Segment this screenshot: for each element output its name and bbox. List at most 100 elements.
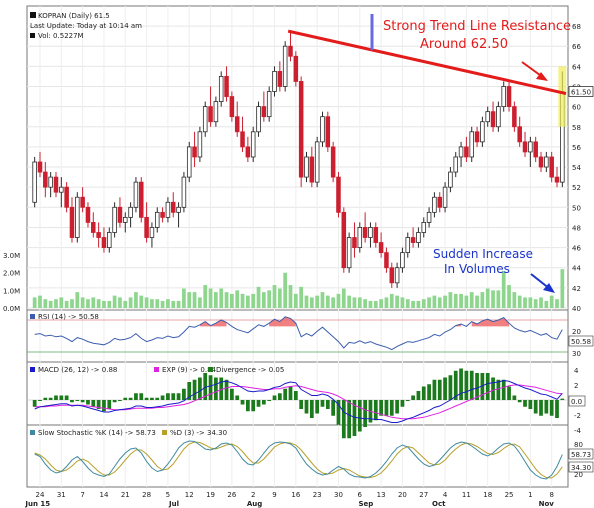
stoch-d-value-box (568, 461, 594, 473)
volume-bar (277, 288, 282, 308)
macd-tick-label: 2 (574, 382, 578, 390)
volume-bar (144, 297, 149, 308)
volume-bar (437, 297, 442, 308)
volume-bar (155, 299, 160, 308)
divergence-bar (192, 379, 197, 400)
volume-bar (128, 297, 133, 308)
divergence-bar (411, 395, 415, 400)
x-tick-label: 16 (291, 491, 300, 499)
divergence-bar (437, 379, 442, 400)
volume-bar (427, 297, 431, 308)
volume-bar (293, 293, 298, 308)
divergence-bar (96, 400, 101, 409)
volume-bar (501, 270, 506, 308)
macd-tick-label: 4 (574, 367, 579, 375)
divergence-bar (38, 400, 42, 401)
candle-body (96, 232, 101, 238)
x-tick-label: 6 (358, 491, 363, 499)
divergence-bar (86, 400, 90, 405)
price-tick-label: 56 (572, 144, 581, 152)
rsi-value: 50.58 (571, 338, 591, 346)
volume-bar (368, 300, 373, 308)
candle-body (229, 96, 235, 118)
candle-body (309, 156, 315, 183)
candle-body (282, 45, 288, 87)
month-label: Jul (168, 500, 179, 508)
volume-bar (416, 300, 421, 308)
candle-body (496, 106, 501, 128)
candle-body (48, 176, 53, 188)
volume-bar (288, 285, 293, 308)
divergence-bar (208, 375, 213, 400)
volume-bar (539, 297, 543, 308)
panel-frame (26, 309, 569, 363)
volume-bar (267, 290, 272, 308)
candle-body (522, 141, 528, 153)
volume-bar (251, 293, 256, 308)
x-tick-label: 2 (251, 491, 255, 499)
trend-annotation-line2: Around 62.50 (420, 37, 508, 52)
x-tick-label: 11 (462, 491, 471, 499)
candle-body (304, 156, 309, 178)
volume-bar (38, 295, 42, 308)
rsi-label: RSI (14) -> 50.58 (38, 313, 99, 321)
candle-body (117, 206, 123, 223)
candle-body (400, 252, 405, 269)
divergence-bar (288, 386, 293, 400)
x-tick-label: 7 (80, 491, 84, 499)
divergence-bar (261, 400, 266, 405)
stoch-tick-label: 20 (574, 471, 583, 479)
last-price-box (568, 86, 594, 97)
divergence-bar (373, 400, 378, 421)
candle-body (224, 76, 229, 97)
candle-body (405, 237, 411, 254)
volume-bar (341, 288, 346, 308)
volume-bar (203, 285, 208, 308)
price-tick-label: 64 (572, 63, 581, 71)
divergence-bar (363, 400, 367, 427)
volume-bar (112, 295, 117, 308)
divergence-label: Divergence -> 0.05 (216, 366, 284, 374)
volume-bar (240, 293, 245, 308)
divergence-bar (54, 395, 58, 400)
volume-bar (166, 299, 170, 308)
stoch-d-legend-swatch (162, 430, 167, 435)
volume-bar (432, 295, 437, 308)
rsi-overbought-fill (269, 316, 296, 327)
divergence-bar (245, 400, 250, 412)
volume-bar (80, 297, 85, 308)
candle-body (75, 196, 80, 238)
divergence-bar (150, 397, 154, 400)
candle-body (245, 146, 251, 158)
volume-bar (443, 295, 447, 308)
candle-body (85, 206, 91, 223)
candle-body (416, 232, 421, 243)
divergence-bar (272, 395, 277, 400)
rsi-value-box (568, 335, 594, 347)
divergence-bar (144, 397, 149, 400)
volume-bar (352, 297, 357, 308)
candle-body (544, 156, 549, 168)
volume-bar (421, 299, 426, 308)
divergence-bar (475, 373, 479, 400)
candle-body (240, 131, 245, 148)
volume-tick-label: 3.0M (3, 252, 20, 260)
candle-body (32, 161, 37, 203)
x-tick-label: 24 (36, 491, 45, 499)
volume-bar (208, 288, 213, 308)
volume-tick-label: 0.0M (3, 305, 20, 313)
candle-body (165, 201, 171, 218)
macd-line (34, 379, 563, 423)
volume-annotation-line1: Sudden Increase (433, 247, 533, 261)
volume-bar (70, 299, 74, 308)
macd-label: MACD (26, 12) -> 0.88 (38, 366, 117, 374)
divergence-bar (560, 398, 565, 400)
candle-body (330, 146, 336, 178)
divergence-bar (277, 393, 282, 400)
vol-icon (30, 33, 35, 38)
divergence-bar (320, 400, 325, 407)
candle-body (197, 131, 203, 158)
divergence-bar (347, 400, 352, 439)
volume-bar (75, 292, 80, 308)
